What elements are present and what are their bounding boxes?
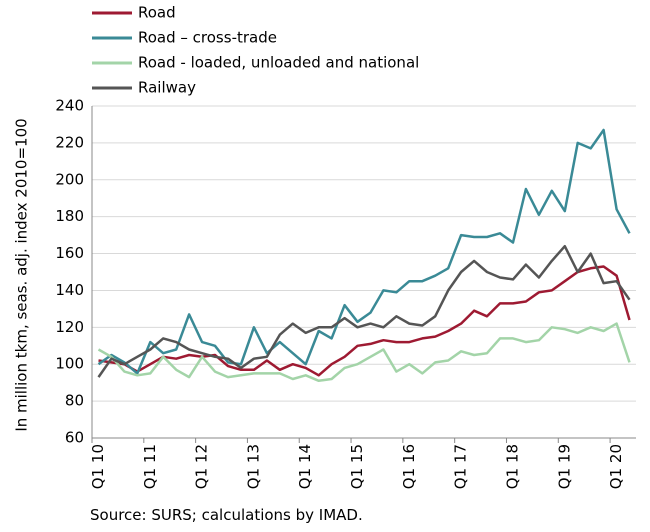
x-tick-label: Q1 15 — [348, 444, 366, 489]
legend-label: Road – cross-trade — [138, 29, 277, 47]
y-tick-label: 180 — [55, 207, 84, 225]
y-tick-label: 60 — [65, 429, 84, 447]
series-line — [98, 265, 631, 377]
legend-label: Road - loaded, unloaded and national — [138, 54, 419, 72]
y-tick-label: 160 — [55, 244, 84, 262]
x-tick-label: Q1 20 — [607, 444, 625, 489]
x-tick-label: Q1 17 — [452, 444, 470, 489]
y-tick-label: 220 — [55, 133, 84, 151]
source: Source: SURS; calculations by IMAD. — [90, 506, 363, 524]
x-tick-label: Q1 10 — [89, 444, 107, 489]
y-tick-label: 200 — [55, 170, 84, 188]
x-tick-label: Q1 16 — [400, 444, 418, 489]
x-tick-label: Q1 19 — [555, 444, 573, 489]
legend-label: Railway — [138, 79, 196, 97]
y-tick-label: 240 — [55, 97, 84, 115]
x-tick-label: Q1 11 — [141, 444, 159, 489]
x-tick-label: Q1 14 — [296, 444, 314, 489]
y-tick-label: 140 — [55, 281, 84, 299]
series-line — [97, 244, 631, 378]
y-axis-label: In million tkm, seas. adj. index 2010=10… — [13, 118, 31, 431]
series-line — [97, 128, 631, 375]
legend-label: Road — [138, 4, 176, 22]
x-tick-label: Q1 12 — [193, 444, 211, 489]
series-line — [97, 322, 631, 383]
y-tick-label: 100 — [55, 355, 84, 373]
y-tick-label: 120 — [55, 318, 84, 336]
x-tick-label: Q1 13 — [244, 444, 262, 489]
y-tick-label: 80 — [65, 392, 84, 410]
x-tick-label: Q1 18 — [503, 444, 521, 489]
